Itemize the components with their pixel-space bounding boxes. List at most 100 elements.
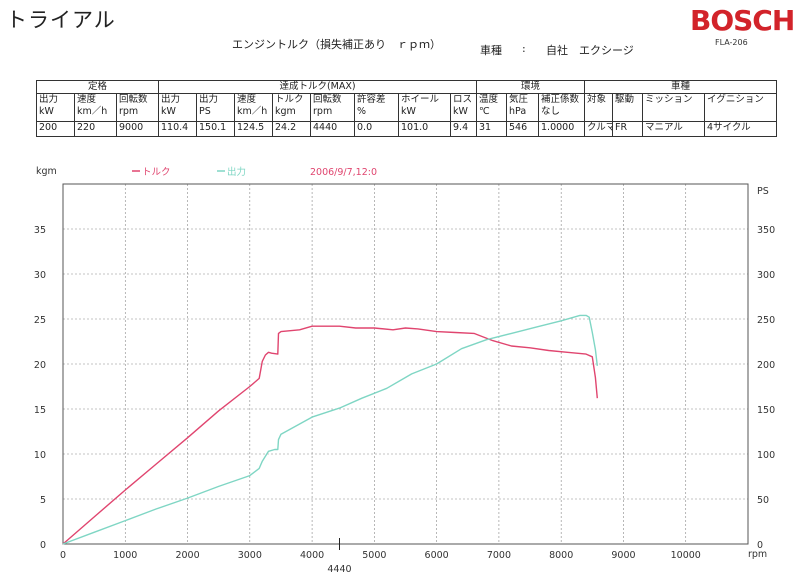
spec-header-name: 出力 bbox=[39, 94, 59, 106]
spec-header-unit: kW bbox=[39, 106, 54, 117]
spec-value-cell: 4440 bbox=[310, 121, 356, 137]
spec-header-cell: 駆動 bbox=[612, 93, 644, 122]
spec-value-cell: 4サイクル bbox=[704, 121, 778, 137]
spec-value-cell: 31 bbox=[476, 121, 508, 137]
spec-value-cell: 546 bbox=[506, 121, 540, 137]
y-left-tick-label: 0 bbox=[40, 540, 46, 551]
vehicle-value: 自社 エクシージ bbox=[546, 44, 634, 57]
spec-header-cell: 回転数 rpm bbox=[115, 93, 160, 122]
spec-value-cell: クルマ bbox=[584, 121, 614, 137]
y-right-tick-label: 150 bbox=[757, 405, 775, 416]
spec-header-name: 対象 bbox=[587, 94, 607, 106]
x-tick-label: 6000 bbox=[425, 550, 449, 561]
spec-header-cell: 出力 kW bbox=[36, 93, 75, 122]
spec-header-name: 許容差 bbox=[357, 94, 386, 106]
spec-header-cell: 許容差% bbox=[354, 93, 400, 122]
spec-header-name: 気圧 bbox=[509, 94, 529, 106]
x-tick-label: 8000 bbox=[549, 550, 573, 561]
spec-header-cell: 出力 PS bbox=[196, 93, 236, 122]
x-tick-label: 2000 bbox=[175, 550, 199, 561]
spec-header-unit: kW bbox=[453, 106, 468, 117]
y-right-tick-label: 100 bbox=[757, 450, 775, 461]
chart-ticks: 0 1000 2000 3000 4000 5000 6000 7000 8000 9000 100… bbox=[34, 225, 775, 561]
chart-series bbox=[62, 314, 598, 545]
app-title: トライアル bbox=[6, 8, 116, 32]
spec-header-cell: トルク kgm bbox=[272, 93, 312, 122]
spec-header-unit: kW bbox=[401, 106, 416, 117]
spec-header-name: ホイール bbox=[401, 94, 440, 106]
spec-header-unit: rpm bbox=[119, 106, 139, 117]
spec-header-cell: 速度 km／h bbox=[234, 93, 274, 122]
spec-value-cell: マニアル bbox=[642, 121, 706, 137]
x-tick-label: 1000 bbox=[113, 550, 137, 561]
spec-value-cell: 101.0 bbox=[398, 121, 452, 137]
spec-header-cell: ミッション bbox=[642, 93, 706, 122]
y-right-tick-label: 250 bbox=[757, 315, 775, 326]
spec-value-cell: 220 bbox=[74, 121, 117, 137]
power-series-line bbox=[62, 314, 598, 545]
y-left-tick-label: 35 bbox=[34, 225, 46, 236]
spec-header-name: ミッション bbox=[645, 94, 693, 106]
y-left-tick-label: 20 bbox=[34, 360, 46, 371]
y-right-tick-label: 200 bbox=[757, 360, 775, 371]
spec-header-name: 回転数 bbox=[313, 94, 342, 106]
y-right-tick-label: 50 bbox=[757, 495, 769, 506]
spec-value-cell: 9000 bbox=[115, 121, 160, 137]
device-model: FLA-206 bbox=[715, 38, 748, 47]
x-tick-label: 5000 bbox=[362, 550, 386, 561]
spec-header-unit: % bbox=[357, 106, 367, 117]
y-right-tick-label: 350 bbox=[757, 225, 775, 236]
y-left-tick-label: 25 bbox=[34, 315, 46, 326]
group-vehicle: 車種 bbox=[584, 80, 778, 94]
x-tick-label: 4000 bbox=[300, 550, 324, 561]
group-rated: 定格 bbox=[35, 80, 160, 94]
x-axis-unit: rpm bbox=[748, 549, 767, 560]
spec-header-cell: 温度 ℃ bbox=[476, 93, 508, 122]
plot-frame bbox=[62, 183, 749, 545]
spec-header-cell: ホイール kW bbox=[398, 93, 452, 122]
spec-header-name: 速度 bbox=[77, 94, 97, 106]
power-legend-label: 出力 bbox=[227, 166, 246, 178]
spec-header-cell: 気圧 hPa bbox=[506, 93, 540, 122]
spec-header-unit: なし bbox=[541, 106, 561, 117]
right-axis-unit: PS bbox=[757, 186, 769, 197]
x-tick-label: 10000 bbox=[671, 550, 701, 561]
spec-header-cell: ロス kW bbox=[450, 93, 478, 122]
spec-header-unit: kW bbox=[161, 106, 176, 117]
spec-header-unit: ℃ bbox=[479, 106, 490, 117]
y-right-tick-label: 300 bbox=[757, 270, 775, 281]
spec-header-name: ロス bbox=[453, 94, 473, 106]
group-environment: 環境 bbox=[476, 80, 586, 94]
y-left-tick-label: 5 bbox=[40, 495, 46, 506]
spec-value-cell: 110.4 bbox=[158, 121, 198, 137]
spec-header-cell: 回転数 rpm bbox=[310, 93, 356, 122]
spec-value-cell: 1.0000 bbox=[538, 121, 586, 137]
spec-header-unit: PS bbox=[199, 106, 211, 117]
spec-header-name: 速度 bbox=[237, 94, 257, 106]
spec-header-name: 出力 bbox=[161, 94, 181, 106]
spec-value-cell: 124.5 bbox=[234, 121, 274, 137]
spec-header-name: 駆動 bbox=[615, 94, 635, 106]
torque-series-line bbox=[62, 325, 598, 545]
spec-header-name: 回転数 bbox=[119, 94, 148, 106]
bosch-logo: BOSCH bbox=[690, 4, 795, 37]
spec-header-cell: 速度 km／h bbox=[74, 93, 117, 122]
spec-header-cell: 対象 bbox=[584, 93, 614, 122]
chart-grid bbox=[63, 184, 748, 544]
spec-header-unit: hPa bbox=[509, 106, 527, 117]
max-torque-rpm-label: 4440 bbox=[327, 564, 351, 575]
spec-header-cell: 補正係数 なし bbox=[538, 93, 586, 122]
spec-header-unit: rpm bbox=[313, 106, 333, 117]
spec-value-cell: 200 bbox=[36, 121, 75, 137]
spec-value-cell: FR bbox=[612, 121, 644, 137]
x-tick-label: 3000 bbox=[238, 550, 262, 561]
spec-header-unit: km／h bbox=[77, 106, 108, 117]
vehicle-label: 車種 bbox=[480, 44, 502, 57]
test-title: エンジントルク（損失補正あり ｒｐｍ） bbox=[232, 38, 441, 51]
test-timestamp: 2006/9/7,12:0 bbox=[310, 167, 377, 178]
spec-header-name: イグニション bbox=[707, 94, 764, 106]
spec-header-name: 温度 bbox=[479, 94, 499, 106]
y-left-tick-label: 10 bbox=[34, 450, 46, 461]
x-tick-label: 7000 bbox=[487, 550, 511, 561]
spec-header-name: トルク bbox=[275, 94, 304, 106]
